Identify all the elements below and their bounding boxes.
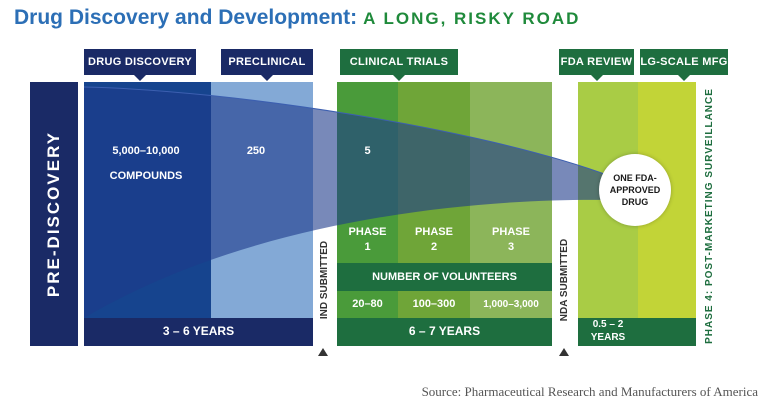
- phase-3-volunteers: 1,000–3,000: [483, 299, 539, 310]
- clinical-count: 5: [364, 145, 371, 157]
- title-main: Drug Discovery and Development:: [14, 6, 358, 29]
- volunteers-header-bar: [337, 263, 552, 291]
- phase-3-label: PHASE 3: [492, 226, 530, 253]
- phase-1-volunteers-cell: [337, 291, 398, 318]
- approved-drug-label: ONE FDA-APPROVED DRUG: [609, 173, 661, 207]
- volunteers-header: NUMBER OF VOLUNTEERS: [372, 271, 517, 283]
- funnel-top-edge: [83, 86, 611, 177]
- tab-fda-review: FDA REVIEW: [559, 49, 634, 81]
- clinical-duration: 6 – 7 YEARS: [408, 324, 481, 338]
- funnel-shape: [84, 87, 610, 318]
- compound-unit: COMPOUNDS: [109, 170, 183, 182]
- phase-2-volunteers-cell: [398, 291, 470, 318]
- fda-duration-bar: [578, 318, 638, 346]
- source-note: Source: Pharmaceutical Research and Manu…: [421, 384, 758, 399]
- tab-preclinical: PRECLINICAL: [221, 49, 313, 81]
- nda-arrow-icon: [559, 348, 569, 356]
- approved-drug-circle: ONE FDA-APPROVED DRUG: [599, 154, 671, 226]
- ind-arrow-icon: [318, 348, 328, 356]
- fda-duration: 0.5 – 2 YEARS: [590, 319, 626, 343]
- discovery-duration: 3 – 6 YEARS: [162, 324, 235, 338]
- discovery-duration-bar: [84, 318, 313, 346]
- tab-clinical-trials: CLINICAL TRIALS: [340, 49, 458, 81]
- pre-discovery-band: [30, 82, 78, 346]
- tab-drug-discovery: DRUG DISCOVERY: [84, 49, 196, 81]
- phase-1-volunteers: 20–80: [352, 298, 383, 310]
- phase-3-volunteers-cell: [470, 291, 552, 318]
- title-subtitle: A LONG, RISKY ROAD: [363, 9, 581, 28]
- page-title: Drug Discovery and Development: A LONG, R…: [14, 6, 580, 30]
- clinical-duration-bar: [337, 318, 552, 346]
- phase-2-volunteers: 100–300: [412, 298, 456, 310]
- phase-2-label: PHASE 2: [415, 226, 453, 253]
- mfg-duration-bar: [638, 318, 696, 346]
- compound-count: 5,000–10,000: [112, 145, 180, 157]
- preclinical-count: 250: [246, 145, 266, 157]
- tab-lg-scale-mfg: LG-SCALE MFG: [640, 49, 728, 81]
- phase-1-label: PHASE 1: [348, 226, 387, 253]
